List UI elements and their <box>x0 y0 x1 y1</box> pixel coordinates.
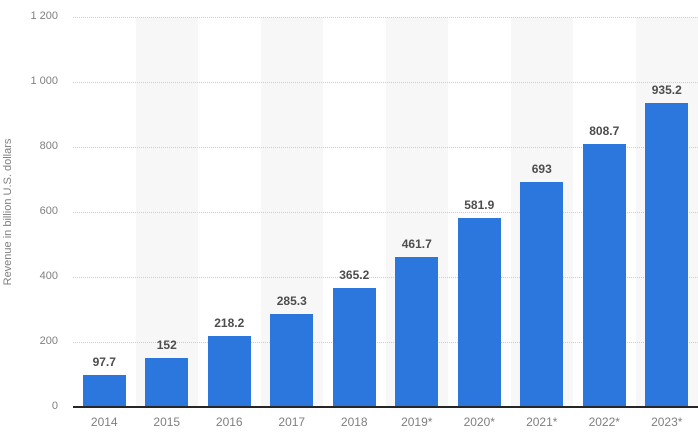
x-tick-label-2020: 2020* <box>463 415 495 429</box>
bar-2023[interactable] <box>645 103 689 407</box>
bar-2018[interactable] <box>332 288 376 407</box>
value-label: 152 <box>156 337 177 352</box>
gridline-400 <box>73 277 698 278</box>
gridline-600 <box>73 212 698 213</box>
value-label: 365.2 <box>339 268 370 283</box>
gridline-1000 <box>73 82 698 83</box>
value-label: 218.2 <box>214 316 245 331</box>
bar-2015[interactable] <box>145 357 189 407</box>
y-tick-label: 800 <box>39 140 58 152</box>
bar-2014[interactable] <box>82 375 126 407</box>
value-label: 461.7 <box>401 236 432 251</box>
bar-2019[interactable] <box>395 256 439 407</box>
value-label: 285.3 <box>276 294 307 309</box>
value-label: 935.2 <box>651 83 682 98</box>
x-tick-label-2021: 2021* <box>526 415 558 429</box>
x-tick-label-2015: 2015 <box>153 415 181 429</box>
gridline-800 <box>73 147 698 148</box>
value-label: 97.7 <box>92 355 116 370</box>
y-tick-label: 600 <box>39 205 58 217</box>
x-tick-label-2022: 2022* <box>588 415 620 429</box>
plot-area: 97.7 152 218.2 285.3 365.2 461.7 581.9 693 808.7… <box>73 17 698 407</box>
bar-2016[interactable] <box>207 336 251 407</box>
y-tick-label: 1 000 <box>30 75 58 87</box>
gridline-200 <box>73 342 698 343</box>
x-tick-label-2023: 2023* <box>651 415 683 429</box>
x-tick-label-2016: 2016 <box>215 415 243 429</box>
value-label: 581.9 <box>464 197 495 212</box>
x-tick-label-2014: 2014 <box>90 415 118 429</box>
x-tick-label-2019: 2019* <box>401 415 433 429</box>
y-tick-label: 0 <box>51 400 58 412</box>
bar-2020[interactable] <box>457 217 501 407</box>
value-label: 693 <box>531 161 552 176</box>
y-tick-label: 1 200 <box>30 10 58 22</box>
x-tick-label-2018: 2018 <box>340 415 368 429</box>
y-tick-label: 200 <box>39 335 58 347</box>
y-tick-label: 400 <box>39 270 58 282</box>
bar-2017[interactable] <box>270 314 314 407</box>
x-axis-line <box>73 406 698 408</box>
bar-2022[interactable] <box>582 144 626 407</box>
bar-2021[interactable] <box>520 181 564 407</box>
value-label: 808.7 <box>589 124 620 139</box>
gridline-1200 <box>73 17 698 18</box>
x-tick-label-2017: 2017 <box>278 415 306 429</box>
